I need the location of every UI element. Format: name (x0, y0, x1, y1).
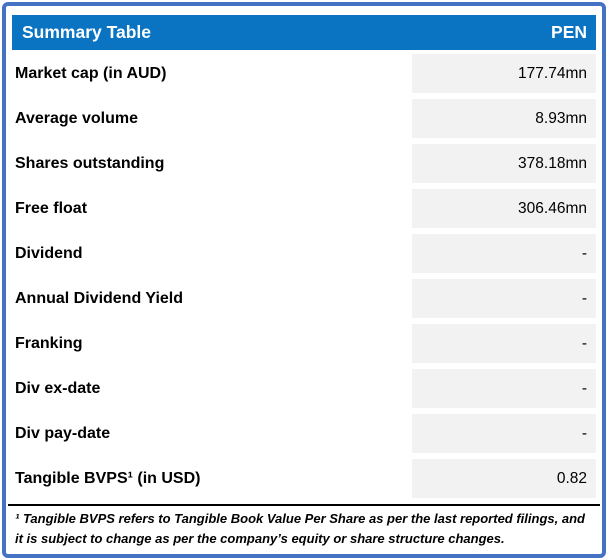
row-value: - (412, 414, 596, 453)
row-value: - (412, 234, 596, 273)
table-row: Shares outstanding 378.18mn (12, 144, 596, 183)
row-value: 177.74mn (412, 54, 596, 93)
row-value: - (412, 369, 596, 408)
table-row: Div ex-date - (12, 369, 596, 408)
row-value: - (412, 279, 596, 318)
table-row: Average volume 8.93mn (12, 99, 596, 138)
row-label: Tangible BVPS¹ (in USD) (15, 469, 201, 487)
footnote-divider (8, 504, 600, 506)
row-label: Franking (15, 334, 83, 352)
row-label: Average volume (15, 109, 139, 127)
table-row: Dividend - (12, 234, 596, 273)
row-label: Market cap (in AUD) (15, 64, 167, 82)
table-header: Summary Table PEN (12, 15, 596, 50)
table-row: Tangible BVPS¹ (in USD) 0.82 (12, 459, 596, 498)
table-row: Annual Dividend Yield - (12, 279, 596, 318)
table-title: Summary Table (22, 22, 152, 42)
table-row: Market cap (in AUD) 177.74mn (12, 54, 596, 93)
row-label: Dividend (15, 244, 83, 262)
row-label: Div ex-date (15, 379, 101, 397)
row-value: - (412, 324, 596, 363)
row-label: Free float (15, 199, 88, 217)
footnote-text: ¹ Tangible BVPS refers to Tangible Book … (15, 511, 585, 547)
row-label: Annual Dividend Yield (15, 289, 184, 307)
row-value: 306.46mn (412, 189, 596, 228)
table-row: Franking - (12, 324, 596, 363)
table-row: Free float 306.46mn (12, 189, 596, 228)
table-rows: Market cap (in AUD) 177.74mn Average vol… (12, 54, 596, 498)
ticker-label: PEN (551, 22, 587, 42)
row-value: 8.93mn (412, 99, 596, 138)
row-value: 378.18mn (412, 144, 596, 183)
row-label: Div pay-date (15, 424, 111, 442)
table-row: Div pay-date - (12, 414, 596, 453)
row-label: Shares outstanding (15, 154, 165, 172)
row-value: 0.82 (412, 459, 596, 498)
